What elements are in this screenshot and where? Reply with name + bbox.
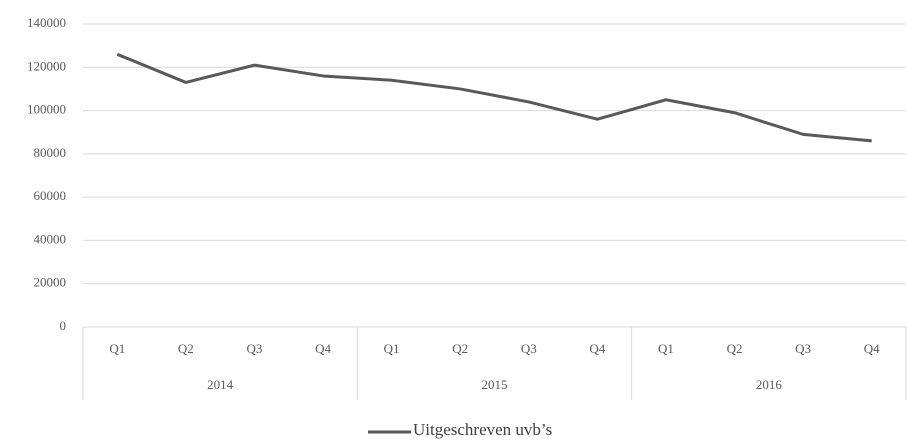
y-tick-label: 120000 [27, 58, 66, 73]
x-tick-label: Q4 [864, 341, 880, 356]
group-label: 2015 [482, 377, 508, 392]
y-tick-label: 80000 [34, 145, 67, 160]
y-tick-label: 60000 [34, 188, 67, 203]
x-tick-label: Q2 [178, 341, 194, 356]
y-tick-label: 20000 [34, 275, 67, 290]
y-tick-label: 0 [60, 318, 67, 333]
y-tick-label: 140000 [27, 15, 66, 30]
x-tick-label: Q2 [727, 341, 743, 356]
x-tick-label: Q2 [452, 341, 468, 356]
y-tick-label: 40000 [34, 231, 67, 246]
x-tick-label: Q1 [109, 341, 125, 356]
group-label: 2014 [207, 377, 234, 392]
x-tick-label: Q1 [658, 341, 674, 356]
legend-text: Uitgeschreven uvb’s [413, 420, 552, 439]
x-tick-label: Q3 [521, 341, 537, 356]
x-tick-label: Q4 [589, 341, 605, 356]
y-tick-label: 100000 [27, 102, 66, 117]
group-label: 2016 [756, 377, 783, 392]
x-tick-label: Q1 [384, 341, 400, 356]
x-tick-label: Q3 [247, 341, 263, 356]
x-tick-label: Q4 [315, 341, 331, 356]
data-line [116, 52, 872, 143]
x-tick-label: Q3 [795, 341, 811, 356]
